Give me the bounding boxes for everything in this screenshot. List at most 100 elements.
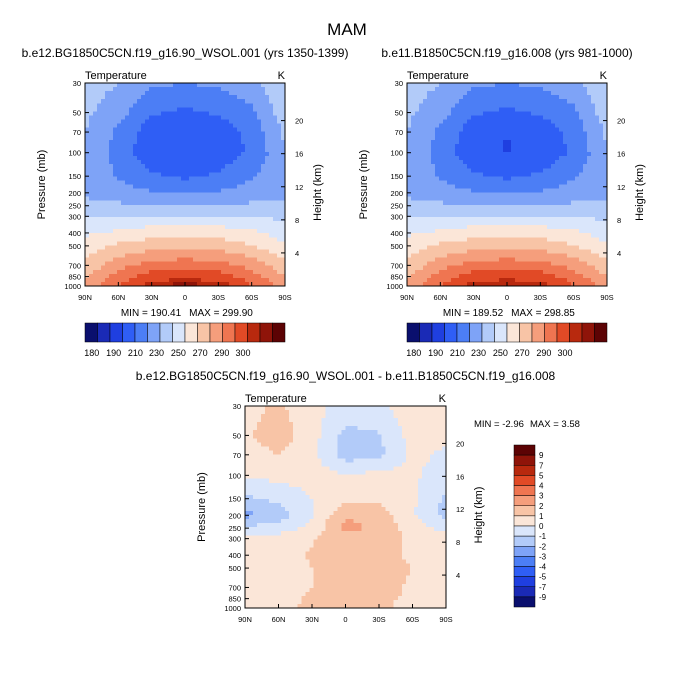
contour-cell (85, 99, 90, 104)
contour-cell (471, 188, 476, 194)
contour-cell (587, 261, 592, 267)
contour-cell (499, 107, 504, 113)
contour-cell (567, 160, 572, 165)
contour-cell (539, 172, 544, 177)
contour-cell (157, 135, 162, 141)
contour-cell (495, 143, 500, 149)
contour-cell (463, 123, 468, 129)
contour-cell (599, 172, 604, 177)
contour-cell (101, 196, 106, 202)
panels: b.e12.BG1850C5CN.f19_g16.90_WSOL.001 (yr… (22, 46, 646, 624)
contour-cell (487, 107, 492, 113)
contour-cell (209, 156, 214, 161)
contour-cell (217, 119, 222, 125)
contour-cell (591, 241, 596, 246)
contour-cell (523, 156, 528, 161)
contour-cell (201, 172, 206, 177)
contour-cell (277, 237, 282, 242)
contour-cell (443, 261, 448, 267)
contour-cell (245, 95, 250, 100)
contour-cell (165, 225, 170, 230)
contour-cell (201, 184, 206, 190)
contour-cell (531, 245, 536, 251)
contour-cell (237, 273, 242, 279)
contour-cell (571, 221, 576, 226)
contour-cell (121, 233, 126, 238)
contour-cell (249, 176, 254, 182)
contour-cell (467, 188, 472, 194)
contour-cell (105, 200, 110, 206)
contour-cell (503, 131, 508, 137)
contour-cell (257, 119, 262, 125)
contour-cell (205, 241, 210, 246)
contour-cell (431, 261, 436, 267)
contour-cell (463, 103, 468, 108)
contour-cell (487, 216, 492, 222)
contour-cell (523, 91, 528, 96)
contour-cell (575, 135, 580, 141)
contour-cell (499, 204, 504, 210)
contour-cell (237, 135, 242, 141)
contour-cell (475, 123, 480, 129)
contour-cell (177, 87, 182, 92)
contour-cell (101, 156, 106, 161)
contour-cell (455, 111, 460, 117)
contour-cell (109, 188, 114, 194)
contour-cell (241, 164, 246, 169)
contour-cell (177, 216, 182, 222)
contour-cell (519, 229, 524, 234)
contour-cell (269, 152, 274, 157)
contour-cell (563, 233, 568, 238)
contour-cell (193, 196, 198, 202)
contour-cell (141, 269, 146, 275)
contour-cell (603, 127, 608, 133)
contour-cell (273, 229, 278, 234)
contour-cell (543, 188, 548, 194)
contour-cell (257, 221, 262, 226)
contour-cell (97, 249, 102, 255)
contour-cell (173, 241, 178, 246)
contour-cell (411, 99, 416, 104)
contour-cell (603, 253, 608, 259)
contour-cell (185, 184, 190, 190)
contour-cell (555, 127, 560, 133)
contour-cell (603, 257, 608, 263)
contour-cell (281, 168, 286, 173)
contour-cell (495, 245, 500, 251)
contour-cell (173, 277, 178, 283)
contour-cell (443, 83, 448, 88)
contour-cell (153, 87, 158, 92)
contour-cell (431, 253, 436, 259)
contour-cell (149, 229, 154, 234)
contour-cell (423, 127, 428, 133)
contour-cell (209, 111, 214, 117)
contour-cell (101, 103, 106, 108)
contour-cell (455, 233, 460, 238)
contour-cell (181, 241, 186, 246)
contour-cell (161, 131, 166, 137)
contour-cell (547, 99, 552, 104)
contour-cell (109, 249, 114, 255)
contour-cell (245, 261, 250, 267)
contour-cell (141, 225, 146, 230)
contour-cell (459, 261, 464, 267)
contour-cell (245, 115, 250, 121)
contour-cell (97, 180, 102, 186)
contour-cell (213, 208, 218, 214)
contour-cell (455, 212, 460, 218)
contour-cell (479, 143, 484, 149)
contour-cell (117, 103, 122, 108)
max-label: MAX = 299.90 (189, 308, 253, 319)
contour-cell (531, 107, 536, 113)
contour-cell (447, 123, 452, 129)
contour-cell (149, 257, 154, 263)
contour-cell (419, 135, 424, 141)
contour-cell (519, 265, 524, 271)
contour-cell (197, 253, 202, 259)
contour-cell (543, 83, 548, 88)
contour-cell (101, 172, 106, 177)
contour-cell (225, 196, 230, 202)
contour-cell (145, 176, 150, 182)
contour-cell (209, 168, 214, 173)
contour-cell (97, 87, 102, 92)
